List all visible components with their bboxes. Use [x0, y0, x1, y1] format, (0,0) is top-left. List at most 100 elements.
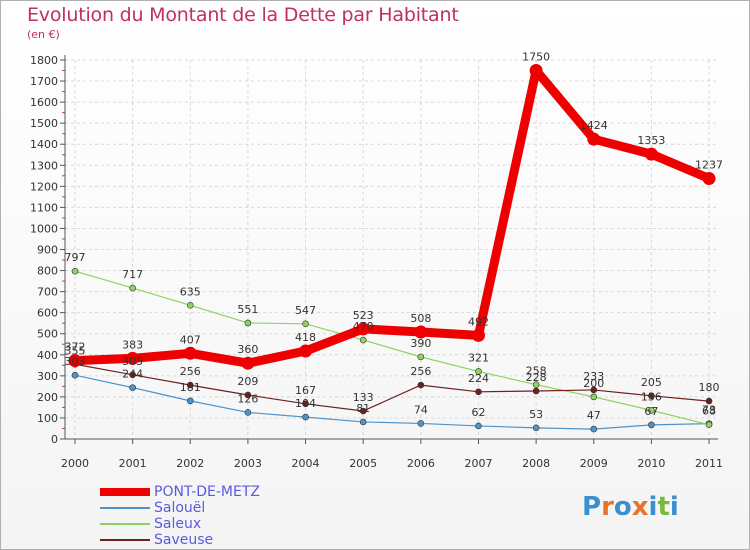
- x-tick-label: 2009: [580, 457, 608, 470]
- series-point-3: [648, 392, 655, 400]
- data-label-0: 508: [410, 312, 431, 325]
- y-tick-label: 900: [37, 244, 58, 257]
- x-tick-label: 2010: [637, 457, 665, 470]
- data-label-3: 305: [122, 355, 143, 368]
- data-label-3: 256: [410, 365, 431, 378]
- series-point-0: [702, 172, 716, 186]
- legend-label: PONT-DE-METZ: [154, 484, 260, 500]
- x-tick-label: 2002: [176, 457, 204, 470]
- data-label-2: 68: [702, 405, 716, 418]
- x-tick-label: 2008: [522, 457, 550, 470]
- series-point-0: [68, 354, 82, 368]
- legend-swatch: [100, 539, 150, 541]
- series-point-1: [129, 384, 136, 391]
- data-label-3: 256: [180, 365, 201, 378]
- data-label-3: 355: [65, 344, 86, 357]
- series-point-2: [648, 407, 655, 414]
- data-label-0: 1750: [522, 51, 550, 64]
- series-point-3: [129, 371, 136, 379]
- series-line-0: [70, 66, 714, 368]
- data-label-0: 523: [353, 309, 374, 322]
- x-tick-label: 2001: [119, 457, 147, 470]
- data-label-1: 303: [65, 355, 86, 368]
- data-label-0: 383: [122, 338, 143, 351]
- data-label-2: 717: [122, 268, 143, 281]
- legend-swatch: [100, 523, 150, 525]
- series-point-2: [705, 421, 713, 428]
- data-label-0: 418: [295, 331, 316, 344]
- y-tick-label: 700: [37, 286, 58, 299]
- series-lines: [70, 66, 714, 430]
- data-label-1: 126: [237, 392, 258, 405]
- chart-subtitle: (en €): [27, 28, 60, 41]
- data-label-1: 73: [702, 404, 716, 417]
- data-label-1: 47: [587, 409, 601, 422]
- data-label-2: 547: [295, 304, 316, 317]
- data-label-1: 62: [471, 406, 485, 419]
- series-point-3: [417, 381, 425, 389]
- series-point-0: [126, 351, 140, 365]
- series-point-3: [302, 400, 309, 408]
- legend-label: Saleux: [154, 516, 202, 532]
- data-label-2: 470: [353, 320, 374, 333]
- data-label-1: 74: [414, 403, 428, 416]
- data-label-2: 635: [180, 285, 201, 298]
- series-point-2: [71, 267, 79, 275]
- data-label-2: 321: [468, 351, 489, 364]
- y-tick-label: 200: [37, 391, 58, 404]
- data-label-3: 224: [468, 372, 489, 385]
- data-label-1: 244: [122, 368, 143, 381]
- series-points: [68, 64, 716, 433]
- data-label-1: 53: [529, 408, 543, 421]
- logo-letter: x: [631, 492, 649, 522]
- series-point-0: [529, 64, 543, 78]
- data-label-3: 167: [295, 384, 316, 397]
- y-tick-label: 1300: [30, 159, 58, 172]
- series-point-2: [129, 284, 136, 292]
- series-point-0: [471, 328, 485, 342]
- series-line-1: [74, 374, 710, 430]
- y-tick-label: 600: [37, 307, 58, 320]
- x-tick-label: 2000: [61, 457, 89, 470]
- legend-swatch: [100, 507, 150, 509]
- series-point-1: [648, 421, 655, 429]
- y-tick-label: 1700: [30, 75, 58, 88]
- series-point-2: [359, 336, 367, 344]
- series-point-3: [244, 391, 252, 399]
- series-point-3: [186, 381, 194, 389]
- series-point-0: [241, 356, 255, 370]
- series-point-2: [186, 301, 194, 309]
- x-tick-label: 2005: [349, 457, 377, 470]
- x-tick-label: 2007: [464, 457, 492, 470]
- x-tick-label: 2004: [292, 457, 320, 470]
- y-tick-label: 1500: [30, 117, 58, 130]
- series-point-3: [705, 397, 713, 405]
- tick-labels: 0 100 200 300 400 500 600 700 800 900 1000 1100 1200…: [30, 54, 723, 470]
- series-point-1: [417, 420, 425, 427]
- series-point-1: [71, 371, 79, 379]
- series-point-1: [244, 409, 252, 416]
- data-label-0: 407: [180, 333, 201, 346]
- logo-letter: P: [582, 492, 602, 522]
- data-label-3: 205: [641, 376, 662, 389]
- legend-label: Salouël: [154, 500, 206, 516]
- data-label-1: 104: [295, 397, 316, 410]
- data-label-0: 360: [237, 343, 258, 356]
- series-point-0: [356, 322, 370, 336]
- series-line-2: [74, 270, 710, 426]
- data-label-3: 133: [353, 391, 374, 404]
- y-tick-label: 1100: [30, 201, 58, 214]
- y-tick-label: 1200: [30, 180, 58, 193]
- data-label-2: 551: [237, 303, 258, 316]
- data-label-2: 390: [410, 337, 431, 350]
- y-tick-label: 1400: [30, 138, 58, 151]
- legend-swatch: [100, 488, 150, 496]
- series-point-0: [644, 147, 658, 161]
- logo-letter: i: [669, 492, 679, 522]
- data-label-3: 209: [237, 375, 258, 388]
- series-point-3: [475, 388, 482, 396]
- series-point-2: [302, 320, 309, 328]
- series-point-2: [532, 381, 540, 388]
